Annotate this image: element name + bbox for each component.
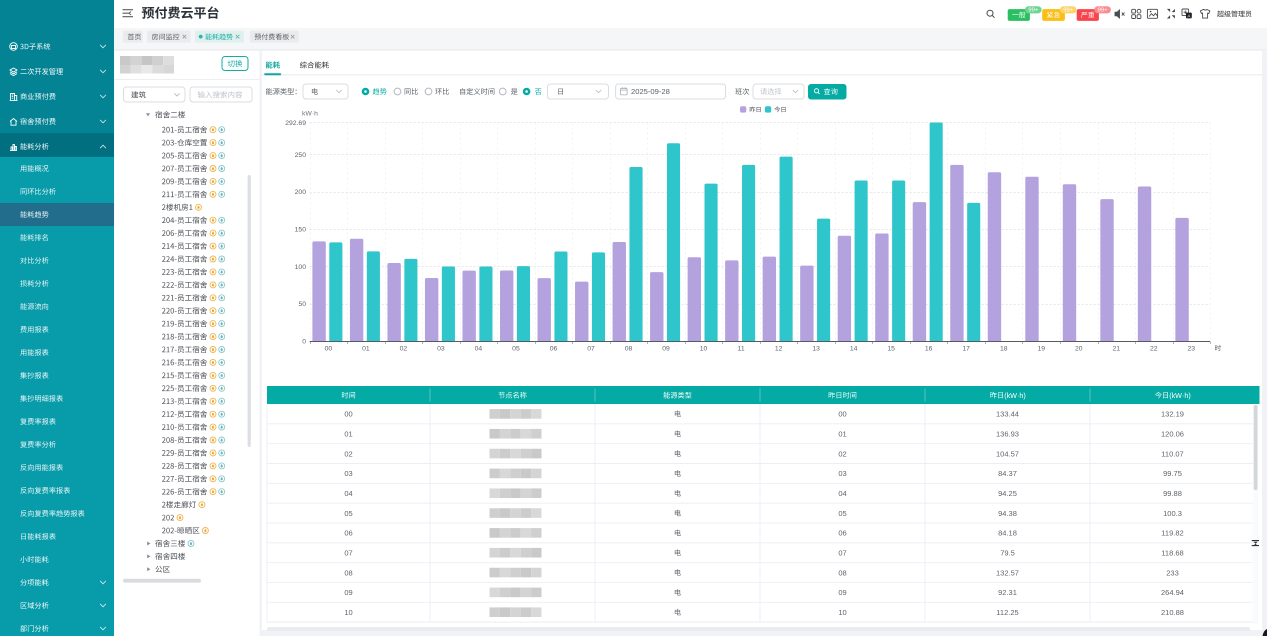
svg-text:0: 0: [302, 338, 306, 345]
svg-text:150: 150: [295, 226, 307, 233]
svg-text:06: 06: [344, 529, 352, 538]
svg-text:210.88: 210.88: [1161, 608, 1184, 617]
svg-text:15: 15: [887, 346, 895, 353]
svg-text:03: 03: [344, 469, 352, 478]
svg-text:84.37: 84.37: [998, 469, 1017, 478]
svg-text:94.38: 94.38: [998, 509, 1017, 518]
svg-text:132.57: 132.57: [996, 568, 1019, 577]
svg-text:99+: 99+: [1063, 7, 1073, 13]
svg-text:02: 02: [344, 449, 352, 458]
svg-text:kW·h: kW·h: [302, 110, 318, 117]
svg-text:18: 18: [1000, 346, 1008, 353]
svg-text:00: 00: [325, 346, 333, 353]
svg-text:19: 19: [1037, 346, 1045, 353]
svg-text:(kW·h): (kW·h): [1169, 391, 1191, 400]
svg-text:03: 03: [437, 346, 445, 353]
svg-text:104.57: 104.57: [996, 449, 1019, 458]
svg-text:05: 05: [512, 346, 520, 353]
svg-text:08: 08: [625, 346, 633, 353]
svg-text:02: 02: [400, 346, 408, 353]
svg-text:13: 13: [812, 346, 820, 353]
svg-text:22: 22: [1150, 346, 1158, 353]
svg-text:133.44: 133.44: [996, 410, 1019, 419]
svg-text:09: 09: [344, 588, 352, 597]
svg-text:136.93: 136.93: [996, 429, 1019, 438]
svg-text:110.07: 110.07: [1161, 449, 1183, 458]
svg-text:10: 10: [700, 346, 708, 353]
svg-text:08: 08: [838, 568, 846, 577]
svg-text:02: 02: [838, 449, 846, 458]
svg-text:120.06: 120.06: [1161, 429, 1184, 438]
svg-text:06: 06: [838, 529, 846, 538]
svg-text:07: 07: [344, 548, 352, 557]
svg-text:20: 20: [1075, 346, 1083, 353]
svg-text:100.3: 100.3: [1163, 509, 1182, 518]
svg-text:04: 04: [838, 489, 846, 498]
svg-text:(kW·h): (kW·h): [1004, 391, 1026, 400]
svg-text:09: 09: [662, 346, 670, 353]
svg-text:200: 200: [295, 189, 307, 196]
svg-text:16: 16: [925, 346, 933, 353]
svg-text:84.18: 84.18: [998, 529, 1017, 538]
svg-text:08: 08: [344, 568, 352, 577]
svg-text:112.25: 112.25: [996, 608, 1018, 617]
svg-text:04: 04: [344, 489, 352, 498]
svg-text:99+: 99+: [1098, 7, 1108, 13]
svg-text:10: 10: [838, 608, 846, 617]
svg-text:132.19: 132.19: [1161, 410, 1184, 419]
svg-text:05: 05: [838, 509, 846, 518]
svg-text:09: 09: [838, 588, 846, 597]
svg-text:04: 04: [475, 346, 483, 353]
svg-text:05: 05: [344, 509, 352, 518]
svg-text:01: 01: [838, 429, 846, 438]
svg-text:01: 01: [362, 346, 370, 353]
svg-text:03: 03: [838, 469, 846, 478]
svg-text:92.31: 92.31: [998, 588, 1017, 597]
svg-text:79.5: 79.5: [1000, 548, 1015, 557]
svg-text:14: 14: [850, 346, 858, 353]
svg-text:50: 50: [298, 301, 306, 308]
svg-text:11: 11: [738, 346, 745, 353]
svg-text:99.75: 99.75: [1163, 469, 1182, 478]
svg-text:99.88: 99.88: [1163, 489, 1182, 498]
svg-text:07: 07: [587, 346, 595, 353]
svg-text:07: 07: [838, 548, 846, 557]
svg-text:118.68: 118.68: [1161, 548, 1183, 557]
svg-text:06: 06: [550, 346, 558, 353]
svg-text:99+: 99+: [1028, 7, 1038, 13]
svg-text:292.69: 292.69: [285, 120, 306, 127]
svg-text:100: 100: [295, 264, 307, 271]
svg-text:17: 17: [962, 346, 970, 353]
svg-text:12: 12: [775, 346, 783, 353]
svg-text:250: 250: [295, 152, 307, 159]
svg-text:00: 00: [838, 410, 846, 419]
svg-text:10: 10: [344, 608, 352, 617]
svg-text:119.82: 119.82: [1161, 529, 1183, 538]
svg-text:21: 21: [1112, 346, 1120, 353]
svg-text:23: 23: [1188, 346, 1196, 353]
svg-text:00: 00: [344, 410, 352, 419]
svg-text:94.25: 94.25: [998, 489, 1017, 498]
svg-text:A: A: [1187, 13, 1191, 18]
svg-text:2025-09-28: 2025-09-28: [631, 87, 670, 96]
svg-text:233: 233: [1166, 568, 1179, 577]
svg-text:01: 01: [344, 429, 352, 438]
svg-text:264.94: 264.94: [1161, 588, 1184, 597]
